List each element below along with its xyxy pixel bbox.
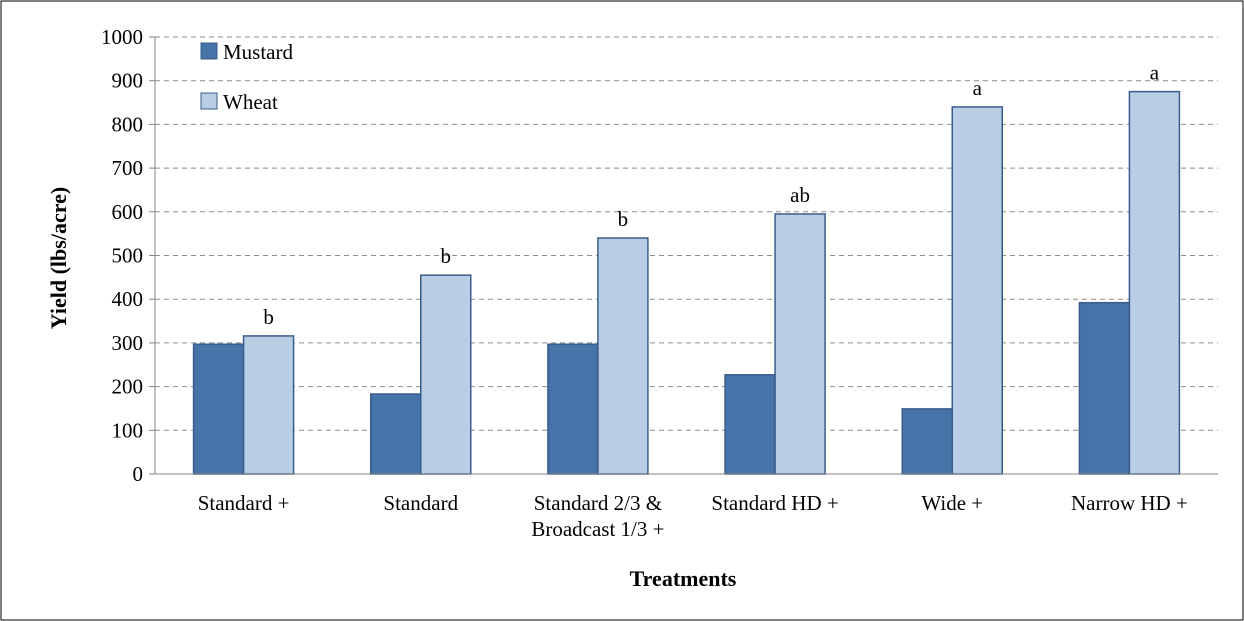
- y-tick-label-600: 600: [112, 200, 144, 224]
- bars: [192, 90, 1181, 475]
- category-labels: Standard + Standard Standard 2/3 &Broadcas…: [198, 491, 1188, 541]
- bar-wheat-2: [597, 237, 649, 475]
- legend-label-wheat: Wheat: [223, 90, 278, 114]
- category-label-2-line0: Standard 2/3 &: [534, 491, 662, 515]
- bar-mustard-3: [724, 374, 776, 475]
- bar-wheat-0: [242, 335, 295, 475]
- category-label-3: Standard HD +: [711, 491, 838, 515]
- significance-label-0: b: [263, 305, 274, 329]
- y-tick-label-700: 700: [112, 156, 144, 180]
- category-label-1: Standard: [383, 491, 458, 515]
- gridlines: [155, 36, 1218, 431]
- category-label-2-line1: Broadcast 1/3 +: [531, 517, 664, 541]
- significance-label-4: a: [973, 76, 983, 100]
- x-axis-title: Treatments: [630, 566, 737, 591]
- category-label-5: Narrow HD +: [1071, 491, 1188, 515]
- legend-label-mustard: Mustard: [223, 40, 293, 64]
- y-tick-label-500: 500: [112, 244, 144, 268]
- y-tick-label-400: 400: [112, 287, 144, 311]
- legend: Mustard Wheat: [200, 40, 293, 114]
- bar-wheat-3: [774, 213, 826, 475]
- legend-swatch-wheat: [200, 92, 218, 110]
- category-label-4: Wide +: [921, 491, 983, 515]
- y-tick-label-900: 900: [112, 69, 144, 93]
- y-axis-title: Yield (lbs/acre): [46, 187, 71, 329]
- y-tick-label-100: 100: [112, 418, 144, 442]
- significance-labels: b b b ab a a: [263, 61, 1159, 329]
- y-tick-label-800: 800: [112, 112, 144, 136]
- bar-wheat-4: [951, 106, 1003, 475]
- significance-label-5: a: [1150, 61, 1160, 85]
- category-label-0: Standard +: [198, 491, 290, 515]
- bar-wheat-5: [1128, 90, 1181, 475]
- bar-mustard-5: [1078, 301, 1131, 475]
- bar-mustard-0: [192, 343, 245, 475]
- bar-mustard-4: [901, 408, 953, 475]
- significance-label-1: b: [441, 244, 452, 268]
- y-tick-label-1000: 1000: [101, 25, 143, 49]
- bar-mustard-2: [547, 343, 599, 475]
- y-tick-label-200: 200: [112, 375, 144, 399]
- significance-label-3: ab: [790, 183, 810, 207]
- bar-mustard-1: [370, 393, 422, 475]
- y-tick-label-0: 0: [133, 462, 144, 486]
- y-tick-labels: 0 100 200 300 400 500 600 700 800 900 1000: [101, 25, 143, 486]
- bar-wheat-1: [420, 274, 472, 475]
- significance-label-2: b: [618, 207, 629, 231]
- y-tick-label-300: 300: [112, 331, 144, 355]
- axes: [149, 36, 1218, 475]
- legend-swatch-mustard: [200, 42, 218, 60]
